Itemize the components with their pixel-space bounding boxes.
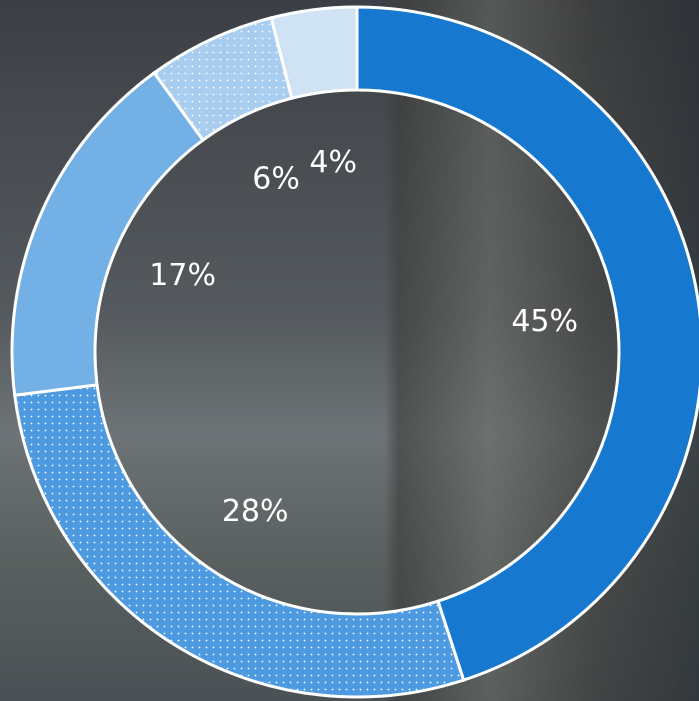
donut-segment	[13, 383, 466, 699]
donut-segment	[10, 70, 206, 397]
data-label: 6%	[252, 162, 300, 197]
data-label: 45%	[511, 304, 578, 339]
data-label: 4%	[309, 145, 357, 180]
data-label: 17%	[149, 258, 216, 293]
donut-segment	[355, 5, 699, 683]
donut-segment	[269, 5, 359, 101]
data-label: 28%	[222, 494, 289, 529]
